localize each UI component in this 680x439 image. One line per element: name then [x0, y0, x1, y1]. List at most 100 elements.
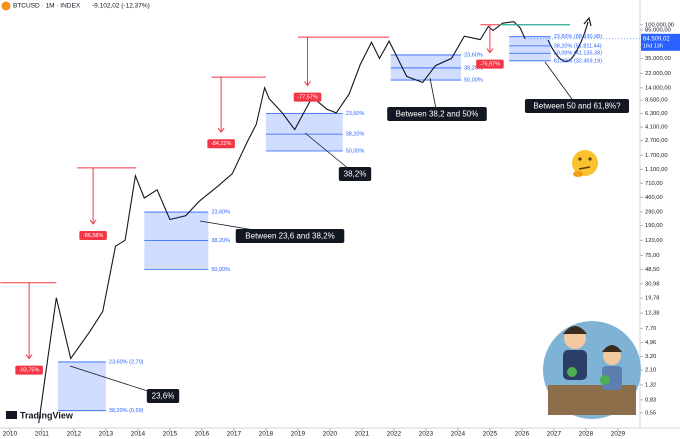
x-tick-label: 2018 [259, 431, 274, 438]
last-price-bg [641, 33, 680, 51]
callout: Between 50 and 61,8%? [533, 102, 621, 111]
y-tick-label: 0,55 [645, 410, 656, 416]
fib-level-label: 50,00% [464, 78, 483, 84]
fib-level-label: 50,00% (41.135,38) [554, 51, 602, 57]
fib-level-label: 38,20% [346, 132, 365, 138]
fib-level-label: 50,00% [346, 148, 365, 154]
fib-level-label: 23,60% [211, 210, 230, 216]
drawdown-label-bg [293, 92, 322, 102]
x-tick-label: 2027 [547, 431, 562, 438]
fib-level-label: 61,80% (32.459,19) [554, 58, 602, 64]
y-tick-label: 2,10 [645, 368, 656, 374]
y-tick-label: 120,00 [645, 238, 663, 244]
y-tick-label: 35.000,00 [645, 56, 671, 62]
fib-zone [509, 36, 551, 61]
x-tick-label: 2011 [35, 431, 49, 438]
y-tick-label: 22.000,00 [645, 71, 671, 77]
logo-icon [6, 411, 17, 419]
fib-zone [265, 113, 343, 151]
drawdown-label: -84,22% [211, 141, 232, 147]
y-tick-label: 7,70 [645, 326, 656, 332]
y-tick-label: 4.100,00 [645, 125, 668, 131]
x-tick-label: 2020 [323, 431, 338, 438]
y-tick-label: 48,50 [645, 267, 660, 273]
fib-level-label: 38,20% (0,59) [109, 408, 144, 414]
x-tick-label: 2017 [227, 431, 242, 438]
illustration [543, 321, 641, 419]
drawdown-arrowhead [304, 81, 311, 87]
price-line [38, 21, 526, 424]
drawdown-label-bg [79, 230, 107, 240]
thinking-emoji [572, 150, 598, 177]
callout-bg [387, 107, 487, 121]
drawdown-label: -77,57% [297, 95, 318, 101]
drawdown-arrowhead [89, 219, 97, 225]
drawdown-label: -86,58% [83, 233, 104, 239]
x-tick-label: 2014 [131, 431, 146, 438]
x-tick-label: 2019 [291, 431, 306, 438]
fib-level-label: 23,60% (68.930,98) [554, 34, 602, 40]
fib-level-label: 23,60% (2,70) [109, 359, 144, 365]
drawdown-label-bg [476, 59, 504, 69]
y-tick-label: 9.500,00 [645, 98, 668, 104]
y-tick-label: 30,98 [645, 281, 660, 287]
fib-level-label: 23,60% [464, 52, 483, 58]
x-tick-label: 2025 [483, 431, 498, 438]
fib-level-label: 38,20% [464, 65, 483, 71]
y-tick-label: 4,96 [645, 340, 656, 346]
y-tick-label: 14.000,00 [645, 85, 671, 91]
y-tick-label: 12,38 [645, 311, 660, 317]
drawdown-arrowhead [486, 48, 494, 54]
drawdown-label: -93,75% [19, 368, 40, 374]
x-tick-label: 2026 [515, 431, 530, 438]
callout: 38,2% [344, 170, 367, 179]
x-tick-label: 2024 [451, 431, 466, 438]
drawdown-label-bg [207, 139, 235, 149]
last-price: 64.509,02 [643, 36, 670, 42]
callout-bg [235, 229, 345, 243]
x-tick-label: 2021 [355, 431, 370, 438]
y-tick-label: 3,20 [645, 354, 656, 360]
y-tick-label: 290,00 [645, 210, 663, 216]
callout: Between 23,6 and 38,2% [245, 232, 334, 241]
y-tick-label: 1.100,00 [645, 167, 668, 173]
callout: Between 38,2 and 50% [396, 110, 479, 119]
drawdown-arrowhead [25, 354, 33, 360]
drawdown-label: -76,97% [480, 62, 501, 68]
symbol-icon [1, 1, 11, 11]
y-tick-label: 1.700,00 [645, 153, 668, 159]
x-tick-label: 2013 [99, 431, 114, 438]
y-tick-label: 75,00 [645, 253, 660, 259]
drawdown-arrowhead [217, 127, 225, 134]
y-tick-label: 85.000,00 [645, 28, 671, 34]
fib-level-label: 50,00% [211, 267, 230, 273]
logo: TradingView [20, 410, 74, 420]
x-tick-label: 2023 [419, 431, 434, 438]
countdown: 16d 13h [643, 43, 663, 49]
y-tick-label: 1,32 [645, 382, 656, 388]
fib-level-label: 38,20% (51.811,44) [554, 43, 602, 49]
callout-bg [338, 167, 372, 181]
x-tick-label: 2029 [611, 431, 626, 438]
fib-zone [57, 361, 106, 411]
callout-bg [524, 99, 630, 113]
x-tick-label: 2016 [195, 431, 210, 438]
callout-pointer [544, 61, 578, 107]
x-tick-label: 2012 [67, 431, 82, 438]
x-tick-label: 2015 [163, 431, 178, 438]
y-tick-label: 6.300,00 [645, 111, 668, 117]
y-tick-label: 460,00 [645, 195, 663, 201]
drawdown-label-bg [15, 365, 43, 375]
callout-bg [146, 389, 180, 403]
fib-level-label: 23,60% [346, 111, 365, 117]
fib-level-label: 38,20% [211, 238, 230, 244]
x-tick-label: 2028 [579, 431, 594, 438]
projection-arrowhead [583, 16, 592, 27]
y-tick-label: 100.000,00 [645, 22, 674, 28]
y-tick-label: 190,00 [645, 223, 663, 229]
change: -9.102,02 (-12,37%) [92, 3, 150, 10]
y-tick-label: 2.700,00 [645, 138, 668, 144]
projection-arrow [547, 21, 589, 62]
x-tick-label: 2022 [387, 431, 402, 438]
